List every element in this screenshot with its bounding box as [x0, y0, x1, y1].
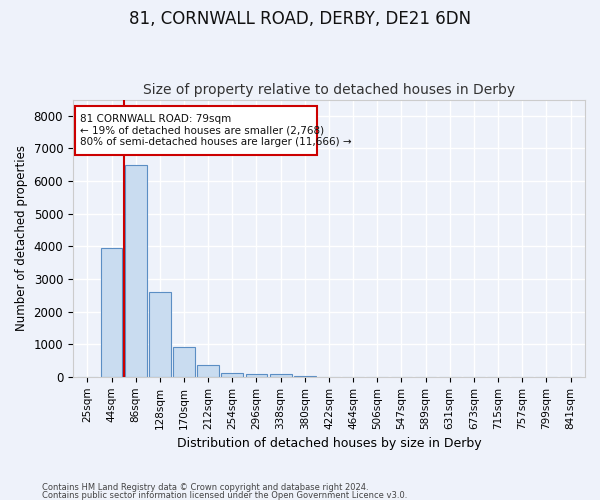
- Bar: [245, 374, 268, 377]
- Text: 81, CORNWALL ROAD, DERBY, DE21 6DN: 81, CORNWALL ROAD, DERBY, DE21 6DN: [129, 10, 471, 28]
- Text: Contains HM Land Registry data © Crown copyright and database right 2024.: Contains HM Land Registry data © Crown c…: [42, 484, 368, 492]
- Y-axis label: Number of detached properties: Number of detached properties: [15, 145, 28, 331]
- Bar: [101, 248, 122, 377]
- Title: Size of property relative to detached houses in Derby: Size of property relative to detached ho…: [143, 83, 515, 97]
- Bar: [197, 366, 219, 377]
- FancyBboxPatch shape: [76, 106, 317, 155]
- Bar: [149, 292, 171, 377]
- X-axis label: Distribution of detached houses by size in Derby: Distribution of detached houses by size …: [176, 437, 481, 450]
- Bar: [125, 165, 146, 377]
- Text: 81 CORNWALL ROAD: 79sqm
← 19% of detached houses are smaller (2,768)
80% of semi: 81 CORNWALL ROAD: 79sqm ← 19% of detache…: [80, 114, 352, 147]
- Bar: [221, 372, 243, 377]
- Bar: [270, 374, 292, 377]
- Text: Contains public sector information licensed under the Open Government Licence v3: Contains public sector information licen…: [42, 490, 407, 500]
- Bar: [173, 348, 195, 377]
